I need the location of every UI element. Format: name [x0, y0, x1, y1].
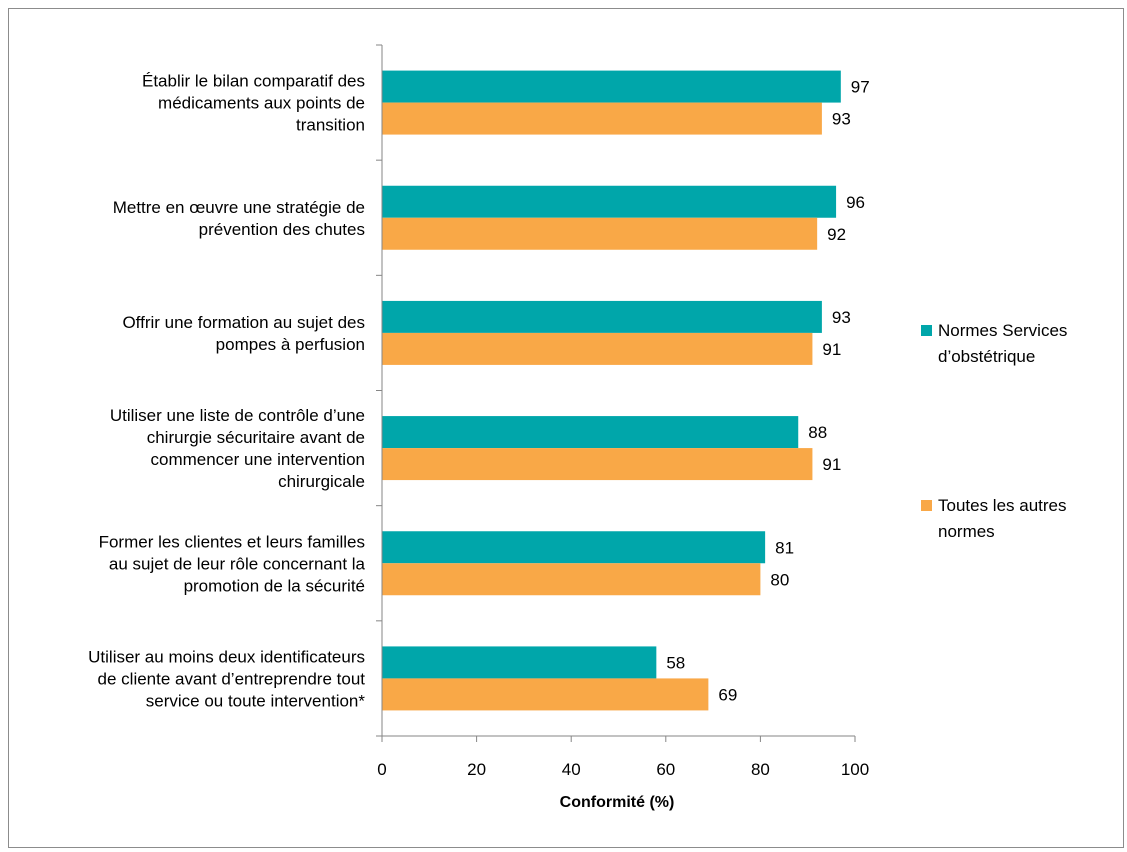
data-label-series-1-category-5: 81 [775, 538, 794, 557]
data-label-series-1-category-4: 88 [808, 423, 827, 442]
category-label-line: de cliente avant d’entreprendre tout [98, 669, 366, 688]
bar-chart: 97 96 93 88 81 58 93 92 91 91 80 69 Établir le bilan… [88, 44, 1067, 811]
x-tick-label: 40 [562, 760, 581, 779]
x-tick-label: 80 [751, 760, 770, 779]
category-label-5: Former les clientes et leurs familles au … [99, 532, 366, 595]
bar-series-2-category-2 [382, 217, 818, 250]
category-label-line: pompes à perfusion [216, 335, 365, 354]
bar-series-2-category-5 [382, 563, 761, 596]
bar-series-1-category-5 [382, 531, 766, 564]
category-label-line: Former les clientes et leurs familles [99, 532, 365, 551]
x-axis-title: Conformité (%) [560, 794, 675, 811]
x-tick-label: 60 [656, 760, 675, 779]
bar-series-1-category-4 [382, 416, 799, 449]
data-label-series-2-category-1: 93 [832, 110, 851, 129]
category-label-line: Établir le bilan comparatif des [142, 72, 365, 91]
category-label-line: Mettre en œuvre une stratégie de [113, 198, 365, 217]
category-label-line: commencer une intervention [150, 450, 365, 469]
data-label-series-2-category-5: 80 [770, 570, 789, 589]
x-tick-label: 20 [467, 760, 486, 779]
bar-series-2-category-4 [382, 448, 813, 481]
data-label-series-2-category-4: 91 [822, 455, 841, 474]
category-label-2: Mettre en œuvre une stratégie de préventi… [113, 198, 365, 239]
data-label-series-1-category-3: 93 [832, 308, 851, 327]
category-label-line: Offrir une formation au sujet des [122, 313, 365, 332]
bar-series-1-category-1 [382, 70, 841, 103]
category-label-line: au sujet de leur rôle concernant la [109, 554, 366, 573]
data-label-series-1-category-6: 58 [666, 653, 685, 672]
data-label-series-2-category-6: 69 [718, 685, 737, 704]
data-label-series-2-category-3: 91 [822, 340, 841, 359]
legend-label-line: d’obstétrique [938, 347, 1035, 366]
legend-label-line: Toutes les autres [938, 496, 1067, 515]
category-label-3: Offrir une formation au sujet des pompes … [122, 313, 365, 354]
legend-label-line: Normes Services [938, 321, 1067, 340]
x-tick-label: 0 [377, 760, 386, 779]
chart-frame: 97 96 93 88 81 58 93 92 91 91 80 69 Établir le bilan… [8, 8, 1124, 848]
bar-series-1-category-2 [382, 185, 837, 218]
bar-series-1-category-6 [382, 646, 657, 679]
bar-series-2-category-1 [382, 102, 822, 135]
data-label-series-1-category-1: 97 [851, 78, 870, 97]
legend-swatch-2 [921, 500, 932, 511]
category-label-line: transition [296, 116, 365, 135]
category-label-line: service ou toute intervention* [146, 691, 366, 710]
category-label-line: chirurgicale [278, 472, 365, 491]
x-tick-label: 100 [841, 760, 869, 779]
category-label-1: Établir le bilan comparatif des médicamen… [142, 72, 365, 135]
legend-label-2: Toutes les autres normes [938, 496, 1067, 541]
category-label-line: promotion de la sécurité [184, 576, 365, 595]
category-label-line: Utiliser une liste de contrôle d’une [110, 406, 365, 425]
bar-series-2-category-3 [382, 332, 813, 365]
bar-series-2-category-6 [382, 678, 709, 711]
category-label-6: Utiliser au moins deux identificateurs de… [88, 647, 365, 710]
category-label-line: Utiliser au moins deux identificateurs [88, 647, 365, 666]
legend-label-line: normes [938, 522, 995, 541]
category-label-line: médicaments aux points de [158, 94, 365, 113]
data-label-series-2-category-2: 92 [827, 225, 846, 244]
category-label-4: Utiliser une liste de contrôle d’une chir… [110, 406, 365, 491]
category-label-line: chirurgie sécuritaire avant de [147, 428, 365, 447]
legend-swatch-1 [921, 325, 932, 336]
bar-series-1-category-3 [382, 300, 822, 333]
category-label-line: prévention des chutes [199, 220, 365, 239]
legend-label-1: Normes Services d’obstétrique [938, 321, 1067, 366]
data-label-series-1-category-2: 96 [846, 193, 865, 212]
